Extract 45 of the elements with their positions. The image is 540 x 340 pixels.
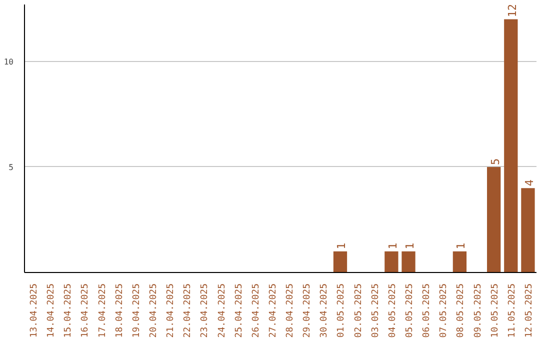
bar	[333, 251, 348, 272]
bar	[504, 19, 518, 272]
x-tick-label: 13.04.2025	[30, 283, 40, 338]
x-tick-label: 28.04.2025	[286, 283, 296, 338]
x-tick-label: 26.04.2025	[251, 283, 262, 338]
data-label: 1	[454, 242, 468, 250]
x-tick-label: 25.04.2025	[234, 283, 244, 338]
bar	[402, 251, 416, 272]
x-tick-label: 30.04.2025	[320, 283, 330, 338]
x-tick-label: 17.04.2025	[98, 283, 108, 338]
x-tick-label: 07.05.2025	[439, 283, 450, 338]
data-label: 1	[404, 242, 416, 250]
x-tick-label: 18.04.2025	[114, 283, 125, 338]
x-tick-label: 24.04.2025	[217, 283, 228, 338]
data-label: 5	[488, 158, 502, 165]
data-label: 4	[522, 179, 536, 186]
x-tick-label: 11.05.2025	[507, 283, 518, 338]
data-label: 12	[506, 4, 519, 18]
x-tick-label: 21.04.2025	[166, 283, 176, 338]
data-label: 1	[386, 242, 400, 250]
x-tick-label: 10.05.2025	[490, 283, 500, 338]
y-tick-label: 10	[4, 57, 14, 66]
x-tick-label: 08.05.2025	[456, 283, 466, 338]
data-label: 1	[335, 242, 348, 250]
x-tick-label: 09.05.2025	[473, 283, 484, 338]
x-tick-label: 27.04.2025	[268, 283, 278, 338]
bar	[487, 166, 501, 272]
bar	[384, 251, 398, 272]
x-tick-label: 01.05.2025	[336, 283, 347, 338]
x-tick-label: 06.05.2025	[422, 283, 432, 338]
x-tick-label: 23.04.2025	[200, 283, 210, 338]
x-tick-label: 15.04.2025	[64, 283, 74, 338]
x-tick-label: 12.05.2025	[524, 283, 534, 338]
x-tick-label: 02.05.2025	[354, 283, 364, 338]
x-tick-label: 05.05.2025	[405, 283, 415, 338]
x-tick-label: 16.04.2025	[80, 283, 91, 338]
x-tick-label: 19.04.2025	[132, 283, 142, 338]
x-tick-label: 20.04.2025	[149, 283, 159, 338]
x-tick-label: 29.04.2025	[302, 283, 313, 338]
x-tick-label: 14.04.2025	[46, 283, 57, 338]
bar	[452, 251, 467, 272]
x-tick-label: 03.05.2025	[370, 283, 381, 338]
x-tick-label: 04.05.2025	[388, 283, 398, 338]
x-tick-label: 22.04.2025	[183, 283, 194, 338]
bar	[521, 188, 535, 272]
